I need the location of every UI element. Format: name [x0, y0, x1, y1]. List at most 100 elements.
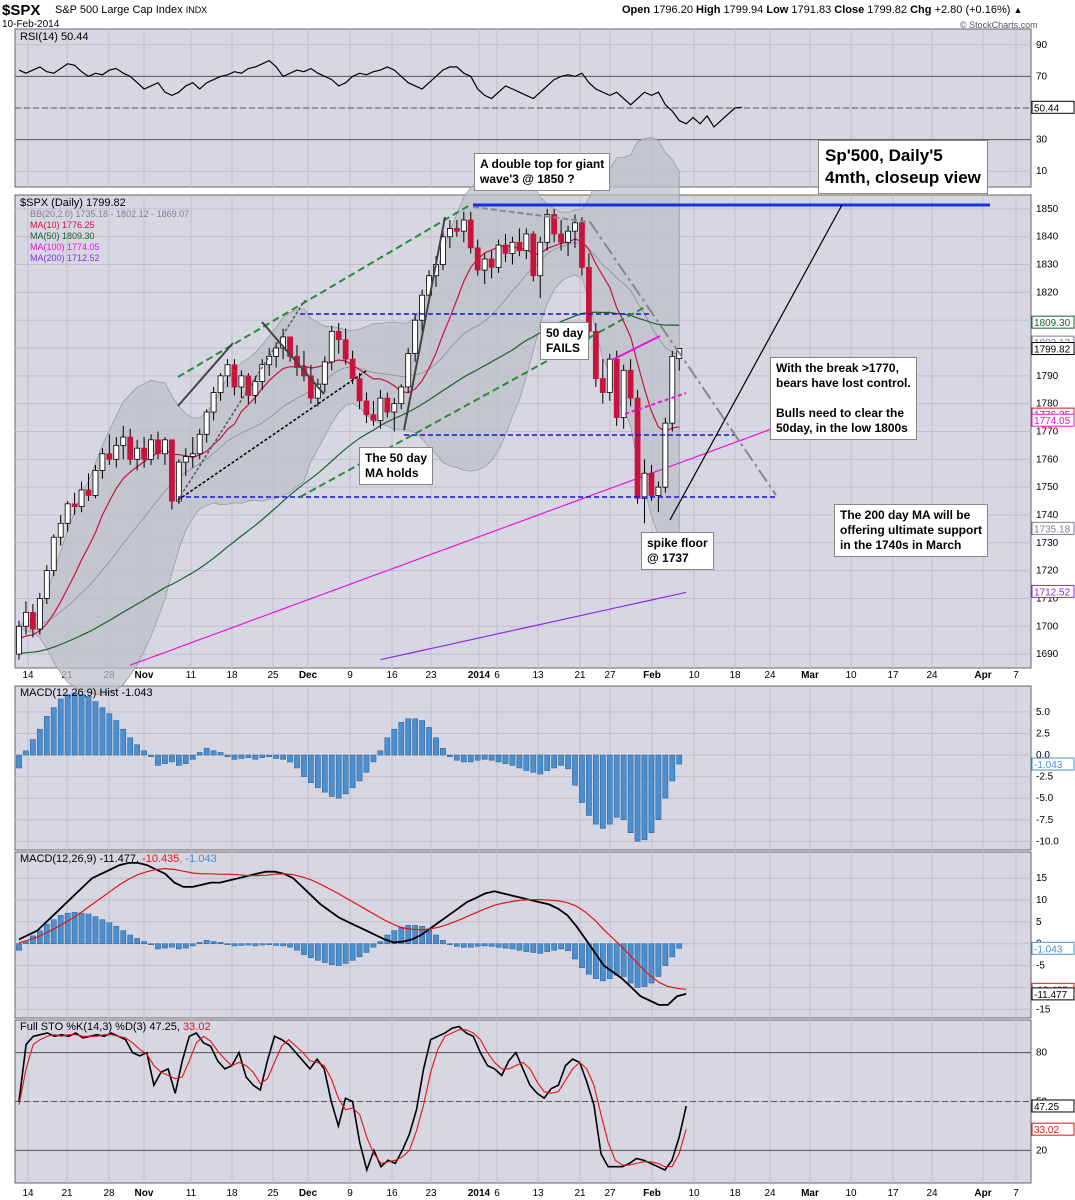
y-tick-label: 1790: [1036, 371, 1059, 382]
hist-bar: [321, 754, 328, 793]
macd-hist-bar: [405, 925, 412, 944]
hist-bar: [30, 739, 36, 756]
macd-hist-bar: [669, 943, 676, 958]
hist-bar: [335, 754, 342, 799]
macd-hist-bar: [162, 943, 168, 949]
macd-hist-bar: [627, 943, 634, 984]
x-tick-label: 21: [574, 1188, 586, 1199]
macd-hist-bar: [586, 943, 592, 975]
hist-bar: [134, 744, 141, 756]
hist-bar: [384, 737, 391, 756]
hist-bar: [176, 754, 182, 766]
sto-title-part: 47.25,: [149, 1021, 183, 1033]
y-tick-label: 30: [1036, 135, 1048, 146]
macd-hist-bar: [50, 919, 57, 944]
x-tick-label: 13: [532, 1188, 544, 1199]
macd-hist-bar: [321, 943, 328, 963]
candle: [155, 439, 161, 455]
candle: [23, 611, 29, 627]
candle: [231, 364, 238, 388]
y-tick-label: 1760: [1036, 454, 1059, 465]
candle: [641, 472, 648, 499]
macd-hist-bar: [391, 930, 398, 944]
macd-hist-bar: [224, 943, 231, 945]
panel-bg-hist: [14, 685, 1032, 851]
macd-hist-bar: [85, 913, 92, 944]
sto-title-part: 33.02: [183, 1021, 211, 1033]
candle: [509, 241, 516, 254]
price-right-label: 1712.52: [1034, 587, 1071, 598]
hist-bar: [398, 722, 405, 756]
hist-bar: [16, 754, 22, 769]
candle: [419, 294, 426, 321]
x-tick-label: Nov: [135, 670, 154, 681]
macd-hist-bar: [502, 943, 509, 949]
macd-hist-bar: [641, 943, 648, 987]
macd-right-label-box: [1031, 987, 1075, 1001]
macd-hist-bar: [551, 943, 557, 951]
legend-entry: MA(200) 1712.52: [30, 253, 100, 263]
macd-hist-bar: [176, 943, 182, 950]
macd-hist-bar: [335, 943, 342, 966]
x-tick-label: Apr: [974, 1188, 991, 1199]
hist-bar: [440, 747, 446, 756]
ma100-line: [129, 421, 791, 666]
y-tick-label: 1820: [1036, 287, 1059, 298]
x-tick-label: 10: [845, 670, 857, 681]
y-tick-label: 20: [1036, 1145, 1048, 1156]
candle: [606, 358, 613, 393]
y-tick-label: 10: [1036, 895, 1048, 906]
candle: [259, 364, 266, 382]
hist-bar: [169, 754, 175, 763]
macd-hist-bar: [440, 939, 446, 944]
hist-bar: [495, 754, 502, 763]
macd-hist-bar: [342, 943, 349, 964]
macd-title-part: MACD(12,26,9): [20, 853, 99, 865]
y-tick-label: -7.5: [1036, 815, 1054, 826]
watermark: © StockCharts.com: [960, 20, 1038, 30]
hist-bar: [356, 754, 363, 782]
candle: [287, 336, 293, 357]
candle: [488, 258, 495, 268]
low-label: Low: [766, 4, 789, 16]
candle: [648, 472, 655, 496]
macd-hist-bar: [488, 943, 495, 947]
macd-hist-bar: [169, 943, 175, 948]
y-tick-label: -15: [1036, 1004, 1051, 1015]
x-tick-label: 28: [103, 1188, 115, 1199]
hist-last-label-box: [1031, 757, 1075, 771]
macd-hist-bar: [509, 943, 516, 950]
candle: [620, 369, 627, 418]
candle: [273, 347, 280, 357]
hist-bar: [273, 754, 279, 759]
x-tick-label: 27: [604, 670, 616, 681]
hist-bar: [210, 750, 217, 756]
macd-hist-bar: [301, 943, 307, 955]
hist-bar: [141, 750, 147, 756]
macd-hist-bar: [92, 916, 99, 944]
candle: [328, 330, 335, 363]
hist-bar: [120, 728, 127, 756]
y-tick-label: -5.0: [1036, 793, 1054, 804]
hist-bar: [579, 754, 585, 803]
index-name: S&P 500 Large Cap Index INDX: [55, 4, 207, 16]
macd-hist-bar: [294, 943, 300, 951]
x-tick-label: 23: [425, 1188, 437, 1199]
macd-hist-bar: [620, 943, 627, 977]
hist-bar: [523, 754, 530, 771]
macd-hist-bar: [565, 943, 571, 951]
macd-hist-bar: [16, 943, 22, 951]
price-right-label: 1809.30: [1034, 318, 1071, 329]
hist-bar: [530, 754, 537, 773]
candle: [495, 244, 502, 268]
x-tick-label: 7: [1013, 670, 1019, 681]
macd-hist-bar: [106, 922, 113, 944]
x-tick-label: Mar: [801, 670, 819, 681]
candle: [16, 625, 22, 655]
macd-hist-bar: [148, 943, 154, 945]
ma50-line: [18, 311, 680, 655]
macd-hist-bar: [447, 943, 453, 945]
hist-bar: [405, 718, 412, 756]
hist-bar: [349, 754, 356, 789]
